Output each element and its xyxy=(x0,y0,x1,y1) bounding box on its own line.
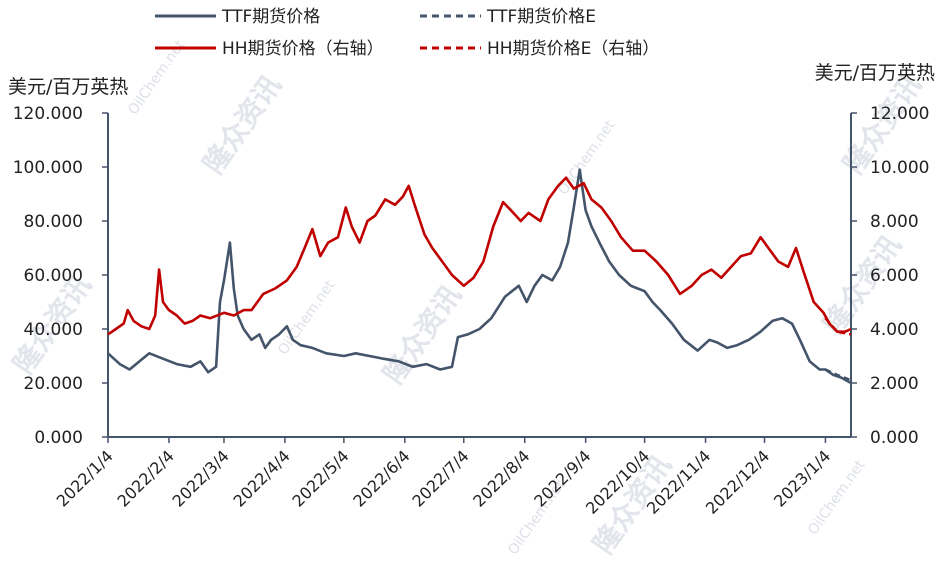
series-hh-e-line xyxy=(824,317,852,336)
watermark-cn: 隆众资讯 xyxy=(197,69,288,180)
x-tick-label: 2022/6/4 xyxy=(349,446,413,510)
x-tick-label: 2022/12/4 xyxy=(702,446,773,517)
series-hh-line xyxy=(107,176,852,336)
legend-label-hh_e: HH期货价格E（右轴） xyxy=(487,39,659,59)
y-left-tick-label: 20.000 xyxy=(24,374,83,394)
legend-label-hh: HH期货价格（右轴） xyxy=(222,39,384,59)
y-left-tick-label: 40.000 xyxy=(24,320,83,340)
y-left-tick-label: 60.000 xyxy=(24,266,83,286)
x-tick-label: 2022/4/4 xyxy=(229,446,293,510)
y-right-tick-label: 12.000 xyxy=(870,104,929,124)
y-left-tick-label: 120.000 xyxy=(13,104,83,124)
x-tick-label: 2022/3/4 xyxy=(169,446,233,510)
legend-label-ttf: TTF期货价格 xyxy=(221,7,320,27)
series-ttf-e-line xyxy=(824,368,852,382)
y-right-tick-label: 0.000 xyxy=(870,428,919,448)
y-right-tick-label: 6.000 xyxy=(870,266,919,286)
y-left-unit: 美元/百万英热 xyxy=(8,76,128,98)
y-left-tick-label: 80.000 xyxy=(24,212,83,232)
legend-label-ttf_e: TTF期货价格E xyxy=(486,7,596,27)
y-axis-left: 120.000 100.000 80.000 60.000 40.000 20.000 0.… xyxy=(13,104,109,448)
legend: TTF期货价格 TTF期货价格E HH期货价格（右轴） HH期货价格E（右轴） xyxy=(155,7,659,59)
plot-area xyxy=(107,168,852,385)
y-left-tick-label: 0.000 xyxy=(34,428,83,448)
y-right-tick-label: 4.000 xyxy=(870,320,919,340)
y-right-tick-label: 8.000 xyxy=(870,212,919,232)
watermark-en: OilChem.net xyxy=(555,117,618,198)
x-tick-label: 2022/8/4 xyxy=(469,446,533,510)
y-right-unit: 美元/百万英热 xyxy=(815,62,935,84)
y-left-tick-label: 100.000 xyxy=(13,158,83,178)
x-tick-label: 2022/2/4 xyxy=(114,446,178,510)
series-ttf-line xyxy=(107,168,852,385)
y-axis-right: 12.000 10.000 8.000 6.000 4.000 2.000 0.000 xyxy=(850,104,929,448)
x-axis: 2022/1/42022/2/42022/3/42022/4/42022/5/4… xyxy=(53,436,851,518)
y-right-tick-label: 10.000 xyxy=(870,158,929,178)
x-tick-label: 2022/1/4 xyxy=(53,446,117,510)
y-right-tick-label: 2.000 xyxy=(870,374,919,394)
x-tick-label: 2022/7/4 xyxy=(408,446,472,510)
x-tick-label: 2022/5/4 xyxy=(288,446,352,510)
watermark-cn: 隆众资讯 xyxy=(377,279,468,390)
